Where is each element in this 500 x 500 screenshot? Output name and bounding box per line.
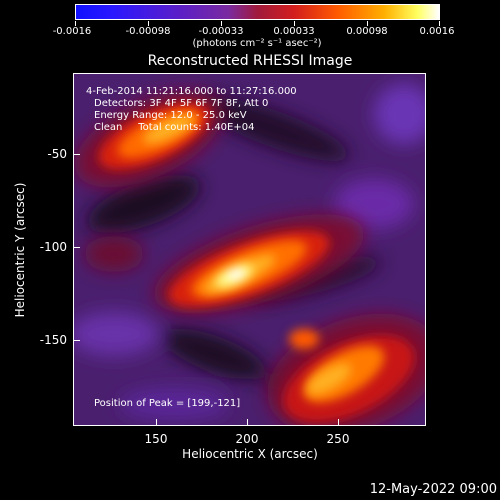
- colorbar-label: -0.00098: [125, 26, 171, 37]
- x-tick-label: 150: [144, 432, 168, 446]
- colorbar: [75, 4, 440, 20]
- clean-counts: Clean Total counts: 1.40E+04: [94, 122, 255, 133]
- colorbar-label: 0.00098: [346, 26, 388, 37]
- colorbar-tick: [367, 21, 368, 26]
- image-map: [74, 74, 425, 425]
- colorbar-tick: [439, 21, 440, 26]
- y-tick: [73, 247, 80, 248]
- x-tick-label: 250: [326, 432, 350, 446]
- x-tick: [156, 419, 157, 426]
- image-title: Reconstructed RHESSI Image: [147, 53, 353, 69]
- colorbar-label: -0.00033: [198, 26, 244, 37]
- y-tick: [73, 340, 80, 341]
- y-tick-label: -100: [39, 240, 67, 254]
- x-tick-label: 200: [235, 432, 259, 446]
- emission-peak: [215, 264, 253, 288]
- y-tick-label: -150: [39, 333, 67, 347]
- colorbar-tick: [148, 21, 149, 26]
- colorbar-label: 0.00033: [273, 26, 315, 37]
- x-tick: [247, 419, 248, 426]
- colorbar-tick: [221, 21, 222, 26]
- peak-position: Position of Peak = [199,-121]: [94, 398, 241, 409]
- colorbar-units: (photons cm⁻² s⁻¹ asec⁻²): [192, 38, 322, 49]
- timestamp: 12-May-2022 09:00: [369, 482, 497, 497]
- image-plot: 4-Feb-2014 11:21:16.000 to 11:27:16.000 …: [73, 73, 426, 426]
- y-tick: [73, 154, 80, 155]
- y-tick-label: -50: [47, 147, 67, 161]
- colorbar-label: -0.0016: [52, 26, 92, 37]
- colorbar-label: 0.0016: [419, 26, 455, 37]
- detectors-info: Detectors: 3F 4F 5F 6F 7F 8F, Att 0: [94, 98, 269, 109]
- colorbar-tick: [75, 21, 76, 26]
- energy-range: Energy Range: 12.0 - 25.0 keV: [94, 110, 247, 121]
- colorbar-tick: [294, 21, 295, 26]
- x-axis-label: Heliocentric X (arcsec): [182, 447, 318, 461]
- time-range: 4-Feb-2014 11:21:16.000 to 11:27:16.000: [86, 86, 297, 97]
- x-tick: [338, 419, 339, 426]
- y-axis-label: Heliocentric Y (arcsec): [13, 182, 27, 318]
